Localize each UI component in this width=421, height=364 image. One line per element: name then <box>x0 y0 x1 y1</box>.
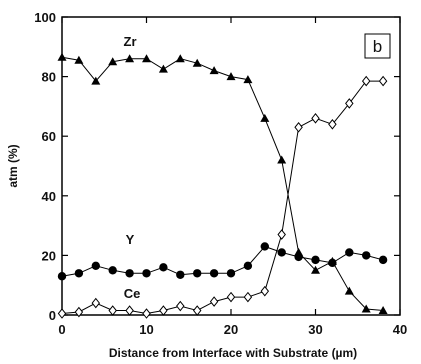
data-point-zr <box>142 54 151 63</box>
x-tick-label: 10 <box>139 322 153 337</box>
data-point-y <box>345 248 354 257</box>
data-point-zr <box>260 113 270 122</box>
data-point-ce <box>57 308 67 319</box>
y-tick-label: 20 <box>42 248 56 263</box>
panel-label-box <box>364 33 391 59</box>
y-axis: 0 20 40 60 80 100 <box>34 10 400 323</box>
series-label-ce: Ce <box>124 286 141 301</box>
data-point-y <box>125 269 134 278</box>
data-point-ce <box>311 113 320 124</box>
data-point-zr <box>57 52 67 61</box>
data-point-ce <box>361 75 371 87</box>
x-tick-label: 0 <box>58 322 65 337</box>
y-tick-label: 80 <box>42 70 56 85</box>
data-point-y <box>193 269 202 278</box>
data-point-y <box>243 261 253 271</box>
data-point-zr <box>175 54 185 63</box>
data-point-y <box>311 255 320 265</box>
data-point-y <box>277 248 286 257</box>
data-point-zr <box>378 306 388 315</box>
x-tick-label: 30 <box>308 322 322 337</box>
series-label-y: Y <box>126 232 135 247</box>
data-point-ce <box>378 75 388 87</box>
data-point-ce <box>108 305 117 316</box>
y-tick-label: 40 <box>42 189 56 204</box>
y-tick-label: 0 <box>49 308 56 323</box>
data-point-zr <box>344 286 354 295</box>
data-point-ce <box>328 118 337 130</box>
data-point-zr <box>91 76 101 85</box>
data-point-y <box>57 272 67 281</box>
data-point-zr <box>74 55 84 64</box>
data-point-y <box>159 263 168 272</box>
data-point-y <box>108 266 117 275</box>
data-point-ce <box>91 297 101 309</box>
data-point-zr <box>108 57 118 66</box>
data-point-y <box>294 252 303 262</box>
data-point-ce <box>294 121 303 133</box>
data-point-ce <box>209 296 219 307</box>
y-axis-label: atm (%) <box>6 144 20 187</box>
data-point-zr <box>243 75 253 84</box>
data-point-zr <box>192 58 202 67</box>
data-point-y <box>362 251 371 260</box>
data-point-zr <box>125 54 135 63</box>
data-point-zr <box>277 155 287 164</box>
y-tick-label: 100 <box>34 10 56 25</box>
data-point-ce <box>159 305 168 316</box>
panel-label: b <box>373 37 382 56</box>
data-point-zr <box>311 265 320 274</box>
data-point-zr <box>158 64 168 73</box>
data-point-zr <box>209 66 219 75</box>
data-point-y <box>378 255 388 265</box>
data-point-zr <box>226 72 236 81</box>
data-point-y <box>209 269 219 278</box>
data-point-ce <box>226 291 236 303</box>
data-point-ce <box>176 300 185 312</box>
x-axis-label: Distance from Interface with Substrate (… <box>109 346 357 360</box>
data-point-y <box>176 270 185 279</box>
data-point-y <box>226 269 236 278</box>
x-tick-label: 20 <box>224 322 238 337</box>
data-point-ce <box>125 305 134 316</box>
data-point-ce <box>277 229 286 240</box>
data-point-zr <box>361 304 371 313</box>
data-point-y <box>74 269 84 278</box>
data-point-ce <box>345 98 354 109</box>
data-point-ce <box>260 285 270 297</box>
series-label-zr: Zr <box>124 34 137 49</box>
data-point-ce <box>243 291 253 303</box>
y-tick-label: 60 <box>42 129 56 144</box>
x-tick-label: 40 <box>393 322 407 337</box>
series-layer <box>57 52 388 319</box>
data-point-ce <box>192 305 202 316</box>
data-point-y <box>260 242 269 251</box>
data-point-ce <box>142 308 151 319</box>
data-point-ce <box>74 306 84 318</box>
data-point-y <box>142 269 151 278</box>
data-point-y <box>328 258 337 268</box>
data-point-y <box>91 261 101 271</box>
series-line-ce <box>61 80 384 315</box>
